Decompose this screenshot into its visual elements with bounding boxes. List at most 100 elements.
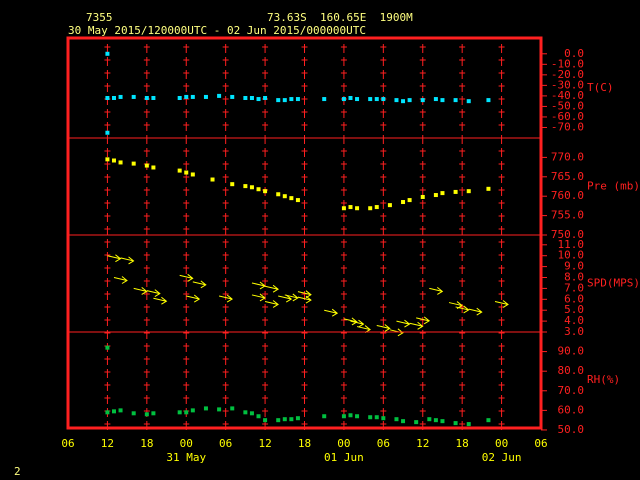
point [184, 94, 189, 99]
point [243, 410, 248, 415]
point [249, 96, 254, 100]
y-tick-label: 5.0 [564, 303, 584, 316]
time-period: 30 May 2015/120000UTC - 02 Jun 2015/0000… [68, 24, 366, 37]
point [249, 411, 254, 416]
station-location: 73.63S 160.65E 1900M [267, 11, 413, 24]
point [105, 51, 110, 56]
point [414, 420, 419, 425]
y-tick-label: 755.0 [551, 209, 584, 222]
point [263, 189, 268, 194]
wind-arrow [146, 289, 161, 298]
panel-label: T(C) [587, 81, 614, 94]
point [486, 98, 491, 103]
point [131, 161, 136, 166]
x-date-label: 01 Jun [324, 451, 364, 464]
x-tick-label: 18 [298, 437, 311, 450]
point [118, 408, 123, 413]
point [289, 196, 294, 201]
point [401, 419, 406, 424]
wind-arrow [455, 305, 470, 314]
wind-arrow [113, 276, 128, 284]
point [374, 97, 379, 102]
point [105, 130, 110, 135]
point [407, 198, 412, 203]
point [118, 94, 123, 99]
wind-arrow [416, 316, 431, 325]
y-tick-label: 3.0 [564, 325, 584, 338]
wind-arrow [264, 300, 279, 308]
y-tick-label: 10.0 [558, 249, 585, 262]
wind-arrow [297, 295, 312, 304]
point [276, 98, 281, 103]
y-tick-label: 9.0 [564, 260, 584, 273]
point [374, 205, 379, 210]
point [151, 165, 156, 170]
point [203, 406, 208, 411]
x-tick-label: 12 [416, 437, 429, 450]
point [190, 94, 195, 99]
wind-arrow [179, 273, 194, 282]
point [243, 96, 248, 100]
point [348, 205, 353, 210]
point [276, 418, 281, 423]
point [433, 193, 438, 198]
y-tick-label: 0.0 [564, 47, 584, 60]
wind-arrow [409, 321, 424, 330]
grid-line [419, 44, 426, 430]
plot-frame [66, 36, 543, 430]
point [256, 187, 261, 192]
x-tick-label: 12 [258, 437, 271, 450]
point [144, 96, 149, 100]
wind-arrow [494, 300, 509, 308]
point [151, 411, 156, 416]
page-number: 2 [14, 465, 21, 478]
point [348, 96, 353, 100]
point [230, 94, 235, 99]
x-tick-label: 00 [180, 437, 193, 450]
y-tick-label: 8.0 [564, 271, 584, 284]
x-tick-label: 06 [219, 437, 232, 450]
point [144, 412, 149, 417]
y-tick-label: 770.0 [551, 150, 584, 163]
point [111, 96, 116, 100]
x-date-label: 02 Jun [482, 451, 522, 464]
point [105, 410, 110, 415]
y-tick-label: 765.0 [551, 170, 584, 183]
point [394, 417, 399, 422]
x-tick-label: 06 [377, 437, 390, 450]
point [401, 200, 406, 205]
point [348, 413, 353, 418]
grid-line [222, 44, 229, 430]
point [368, 97, 373, 102]
y-tick-label: -40.0 [551, 89, 584, 102]
point [105, 345, 110, 350]
point [217, 407, 222, 412]
point [453, 421, 458, 426]
grid-line [183, 44, 190, 430]
point [368, 206, 373, 211]
point [256, 414, 261, 419]
point [184, 170, 189, 175]
point [341, 97, 346, 102]
point [407, 98, 412, 103]
point [381, 416, 386, 421]
point [440, 98, 445, 103]
point [295, 198, 300, 203]
wind-arrow [251, 281, 266, 290]
point [131, 94, 136, 99]
wind-arrow [107, 254, 122, 263]
point [118, 160, 123, 165]
wind-arrow [218, 294, 233, 303]
point [427, 417, 432, 422]
point [230, 182, 235, 187]
wind-arrow [284, 293, 299, 302]
point [131, 411, 136, 416]
point [420, 98, 425, 103]
point [322, 414, 327, 419]
point [453, 98, 458, 103]
x-tick-label: 00 [495, 437, 508, 450]
point [440, 191, 445, 196]
wind-arrow [120, 256, 135, 265]
